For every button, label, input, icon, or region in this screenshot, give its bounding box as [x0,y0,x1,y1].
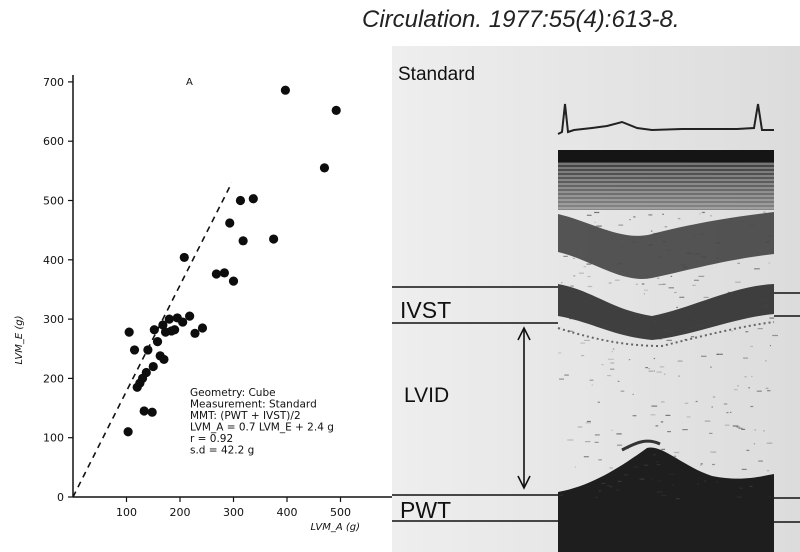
ivst-label: IVST [400,297,451,323]
m-mode-image [557,150,778,552]
data-point [152,337,163,347]
data-point [148,361,158,372]
legend-line: r = 0.92 [190,433,233,445]
legend-line: MMT: (PWT + IVST)/2 [190,410,301,422]
data-point [178,317,188,327]
legend-line: LVM_A = 0.7 LVM_E + 2.4 g [190,422,334,434]
legend-line: s.d = 42.2 g [190,445,254,457]
y-tick-label: 300 [43,313,64,326]
y-tick-label: 400 [43,254,64,267]
y-tick-label: 0 [57,491,64,504]
x-tick-label: 400 [277,506,298,519]
data-point [147,407,157,417]
data-point [149,325,159,335]
data-point [123,427,133,437]
data-point [185,311,195,321]
data-point [190,328,200,338]
echo-title: Standard [398,64,475,85]
data-point [158,320,168,330]
x-axis-title: LVM_A (g) [311,522,360,533]
lvid-label: LVID [404,384,449,407]
data-point [129,345,140,355]
data-point [170,325,180,335]
x-tick-label: 500 [330,506,351,519]
data-point [319,163,330,173]
x-tick-label: 300 [223,506,244,519]
data-point [331,105,341,115]
data-point [197,323,208,333]
data-point [141,367,151,378]
y-axis-title: LVM_E (g) [14,316,25,365]
y-tick-label: 200 [43,372,64,385]
y-tick-label: 100 [43,432,64,445]
data-point [139,406,149,416]
ecg-trace [557,103,774,135]
data-point [124,327,134,337]
data-point [248,194,258,204]
legend-line: Measurement: Standard [190,399,317,411]
data-point [219,268,230,278]
pwt-marker-lines [392,494,800,523]
data-point [228,276,239,286]
data-point [235,195,246,206]
lvid-arrow [517,326,531,490]
pwt-label: PWT [400,497,451,523]
y-tick-label: 500 [43,195,64,208]
x-tick-label: 200 [170,506,191,519]
data-point [225,218,235,228]
ivst-marker-lines [392,286,800,324]
data-point [211,269,221,279]
data-point [280,85,290,95]
identity-reference-line [72,182,233,498]
x-tick-label: 100 [116,506,137,519]
data-point [179,252,189,263]
panel-letter: A [186,77,193,88]
data-point [164,314,174,324]
citation-text: Circulation. 1977:55(4):613-8. [362,6,680,33]
data-point [269,234,279,244]
data-point [143,345,153,355]
legend-line: Geometry: Cube [190,387,276,399]
scatter-plot: A 100 200 300 400 5000100200300400500600700 … [14,75,392,533]
data-point [159,354,169,365]
m-mode-echocardiogram: Standard IVST LVID PWT [392,46,800,552]
y-tick-label: 600 [43,135,64,148]
y-tick-label: 700 [43,76,64,89]
data-point [238,236,248,246]
